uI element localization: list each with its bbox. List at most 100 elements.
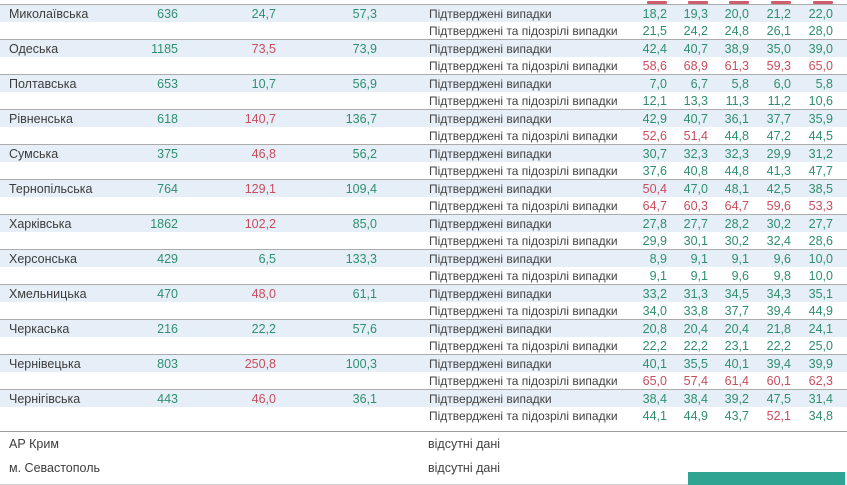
suspected-row: Підтверджені та підозрілі випадки 44,1 44,…	[0, 407, 847, 424]
weekly-value: 42,5	[766, 181, 791, 196]
weekly-value: 47,7	[808, 163, 833, 178]
weekly-value: 9,1	[731, 251, 749, 266]
weekly-value: 48,1	[724, 181, 749, 196]
suspected-row: Підтверджені та підозрілі випадки 65,0 57,…	[0, 372, 847, 389]
cutoff-red-value	[813, 1, 833, 4]
cutoff-row-sliver	[0, 0, 847, 4]
case-type-label: Підтверджені випадки	[429, 76, 552, 91]
region-name: АР Крим	[9, 437, 59, 451]
weekly-value: 32,3	[724, 146, 749, 161]
weekly-value: 22,2	[642, 338, 667, 353]
case-type-label: Підтверджені та підозрілі випадки	[429, 58, 618, 73]
weekly-value: 32,4	[766, 233, 791, 248]
region-band: Черкаська 216 22,2 57,6 Підтверджені випадки…	[0, 319, 847, 354]
weekly-value: 11,2	[767, 93, 791, 108]
incidence-new: 129,1	[244, 181, 276, 196]
incidence-avg: 109,4	[345, 181, 377, 196]
weekly-value: 33,8	[683, 303, 708, 318]
total-cases: 375	[157, 146, 178, 161]
weekly-value: 44,1	[642, 408, 667, 423]
case-type-label: Підтверджені та підозрілі випадки	[429, 128, 618, 143]
weekly-value: 60,3	[683, 198, 708, 213]
incidence-new: 73,5	[251, 41, 276, 56]
total-cases: 216	[157, 321, 178, 336]
weekly-value: 5,8	[731, 76, 749, 91]
weekly-value: 61,4	[724, 373, 749, 388]
weekly-value: 22,2	[766, 338, 791, 353]
case-type-label: Підтверджені випадки	[429, 391, 552, 406]
weekly-value: 8,9	[649, 251, 667, 266]
weekly-value: 43,7	[724, 408, 749, 423]
weekly-value: 52,1	[766, 408, 791, 423]
weekly-value: 32,3	[683, 146, 708, 161]
suspected-row: Підтверджені та підозрілі випадки 58,6 68,…	[0, 57, 847, 74]
total-cases: 618	[157, 111, 178, 126]
total-cases: 636	[157, 6, 178, 21]
case-type-label: Підтверджені випадки	[429, 286, 552, 301]
suspected-row: Підтверджені та підозрілі випадки 37,6 40,…	[0, 162, 847, 179]
case-type-label: Підтверджені та підозрілі випадки	[429, 23, 618, 38]
weekly-value: 47,5	[766, 391, 791, 406]
no-data-label: відсутні дані	[428, 437, 501, 451]
region-band: Рівненська 618 140,7 136,7 Підтверджені випа…	[0, 109, 847, 144]
total-cases: 1185	[151, 41, 178, 56]
weekly-value: 12,1	[642, 93, 667, 108]
confirmed-row: Рівненська 618 140,7 136,7 Підтверджені випа…	[0, 110, 847, 127]
weekly-value: 65,0	[808, 58, 833, 73]
weekly-value: 9,6	[731, 268, 749, 283]
suspected-row: Підтверджені та підозрілі випадки 52,6 51,…	[0, 127, 847, 144]
weekly-value: 29,9	[642, 233, 667, 248]
no-data-row: АР Крим відсутні дані	[0, 432, 847, 456]
case-type-label: Підтверджені випадки	[429, 111, 552, 126]
region-name: Полтавська	[9, 76, 77, 91]
region-name: Тернопільська	[9, 181, 93, 196]
weekly-value: 68,9	[683, 58, 708, 73]
case-type-label: Підтверджені та підозрілі випадки	[429, 338, 618, 353]
region-band: Харківська 1862 102,2 85,0 Підтверджені випа…	[0, 214, 847, 249]
weekly-value: 20,8	[642, 321, 667, 336]
total-cases: 470	[157, 286, 178, 301]
case-type-label: Підтверджені випадки	[429, 216, 552, 231]
weekly-value: 10,6	[808, 93, 833, 108]
weekly-value: 40,1	[724, 356, 749, 371]
weekly-value: 24,8	[724, 23, 749, 38]
weekly-value: 26,1	[766, 23, 791, 38]
cutoff-red-value	[688, 1, 708, 4]
weekly-value: 53,3	[808, 198, 833, 213]
weekly-value: 7,0	[649, 76, 667, 91]
region-name: Херсонська	[9, 251, 77, 266]
weekly-value: 37,7	[724, 303, 749, 318]
weekly-value: 11,3	[725, 93, 749, 108]
region-band: Херсонська 429 6,5 133,3 Підтверджені випадк…	[0, 249, 847, 284]
incidence-avg: 57,6	[352, 321, 377, 336]
incidence-avg: 56,9	[352, 76, 377, 91]
weekly-value: 34,0	[642, 303, 667, 318]
confirmed-row: Тернопільська 764 129,1 109,4 Підтверджені в…	[0, 180, 847, 197]
weekly-value: 39,2	[724, 391, 749, 406]
weekly-value: 31,4	[808, 391, 833, 406]
case-type-label: Підтверджені випадки	[429, 41, 552, 56]
region-name: м. Севастополь	[9, 461, 101, 475]
weekly-value: 42,4	[642, 41, 667, 56]
weekly-value: 6,7	[690, 76, 708, 91]
weekly-value: 44,9	[808, 303, 833, 318]
weekly-value: 36,1	[724, 111, 749, 126]
weekly-value: 20,4	[683, 321, 708, 336]
incidence-avg: 133,3	[345, 251, 377, 266]
case-type-label: Підтверджені випадки	[429, 356, 552, 371]
total-cases: 429	[157, 251, 178, 266]
region-name: Хмельницька	[9, 286, 87, 301]
case-type-label: Підтверджені та підозрілі випадки	[429, 303, 618, 318]
suspected-row: Підтверджені та підозрілі випадки 21,5 24,…	[0, 22, 847, 39]
region-band: Чернігівська 443 46,0 36,1 Підтверджені випа…	[0, 389, 847, 424]
region-band: Полтавська 653 10,7 56,9 Підтверджені випадк…	[0, 74, 847, 109]
weekly-value: 6,0	[773, 76, 791, 91]
weekly-value: 34,8	[808, 408, 833, 423]
weekly-value: 41,3	[766, 163, 791, 178]
weekly-value: 28,6	[808, 233, 833, 248]
confirmed-row: Чернігівська 443 46,0 36,1 Підтверджені випа…	[0, 390, 847, 407]
no-data-section: АР Крим відсутні дані м. Севастополь відсут…	[0, 431, 847, 480]
weekly-value: 44,9	[683, 408, 708, 423]
suspected-row: Підтверджені та підозрілі випадки 29,9 30,…	[0, 232, 847, 249]
